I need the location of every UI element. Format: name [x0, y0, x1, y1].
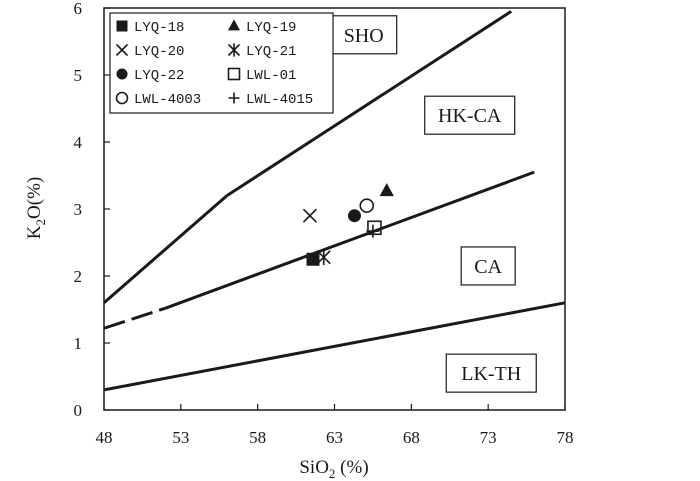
legend-label-lyq-21: LYQ-21: [246, 44, 296, 60]
x-tick-label-4: 68: [403, 428, 420, 447]
legend-label-lyq-20: LYQ-20: [134, 44, 184, 60]
x-tick-label-6: 78: [557, 428, 574, 447]
y-tick-label-4: 4: [74, 133, 83, 152]
boundary-line-1-seg-0: [103, 306, 166, 330]
legend-marker-lwl-4015: [228, 92, 240, 104]
boundary-line-0-seg-0: [103, 194, 228, 304]
y-tick-label-6: 6: [74, 0, 83, 18]
y-tick-label-1: 1: [74, 334, 83, 353]
y-tick-label-5: 5: [74, 66, 83, 85]
legend-marker-lwl-4003: [115, 91, 129, 105]
field-box-sho: [330, 15, 398, 55]
x-tick-label-5: 73: [480, 428, 497, 447]
field-labels: SHO HK-CA CA LK-TH: [330, 15, 537, 393]
boundary-line-1-seg-1: [164, 170, 535, 310]
field-label-lk-th: LK-TH: [461, 363, 521, 385]
y-tick-label-2: 2: [74, 267, 83, 286]
point-lwl-01-0: [367, 220, 382, 236]
legend-label-lwl-4015: LWL-4015: [246, 92, 313, 108]
x-tick-label-2: 58: [249, 428, 266, 447]
field-box-hk-ca: [424, 95, 516, 135]
point-lyq-20-0: [302, 208, 317, 223]
y-axis-label: K2O(%): [24, 177, 48, 239]
legend-marker-lyq-18: [116, 20, 128, 32]
legend-box: [109, 12, 334, 114]
field-box-lk-th: [445, 353, 537, 393]
y-tick-label-3: 3: [74, 200, 83, 219]
point-lyq-21-0: [316, 249, 331, 266]
data-points: [302, 183, 394, 266]
point-lyq-18-0: [306, 252, 320, 266]
point-lyq-19-0: [379, 183, 394, 197]
legend-marker-lyq-21: [227, 43, 241, 57]
legend-label-lyq-22: LYQ-22: [134, 68, 184, 84]
boundary-line-0-seg-1: [226, 10, 513, 197]
x-tick-label-3: 63: [326, 428, 343, 447]
legend-marker-lwl-01: [227, 67, 241, 81]
field-box-ca: [460, 246, 516, 286]
point-lwl-4015-0: [366, 224, 380, 238]
x-tick-label-1: 53: [172, 428, 189, 447]
y-tick-label-0: 0: [74, 401, 83, 420]
legend-marker-lyq-19: [227, 19, 241, 31]
boundary-line-2-seg-0: [103, 301, 566, 392]
point-lyq-22-0: [347, 209, 361, 223]
x-axis-label: SiO2 (%): [299, 457, 368, 481]
plot-area: [103, 10, 566, 392]
legend: LYQ-18 LYQ-19 LYQ-20 LYQ-21 LYQ-22 LWL-01 LWL-…: [109, 12, 334, 114]
legend-label-lwl-4003: LWL-4003: [134, 92, 201, 108]
legend-label-lwl-01: LWL-01: [246, 68, 296, 84]
field-label-sho: SHO: [344, 25, 384, 47]
field-label-ca: CA: [474, 256, 502, 278]
x-tick-label-0: 48: [96, 428, 113, 447]
legend-marker-lyq-20: [115, 43, 129, 57]
axes: 48 53 58 63 68 73 78 0 1 2 3 4 5 6: [74, 0, 574, 447]
field-label-hk-ca: HK-CA: [438, 105, 502, 127]
legend-marker-lyq-22: [116, 68, 128, 80]
point-lwl-4003-0: [359, 198, 375, 213]
legend-label-lyq-18: LYQ-18: [134, 20, 184, 36]
legend-label-lyq-19: LYQ-19: [246, 20, 296, 36]
